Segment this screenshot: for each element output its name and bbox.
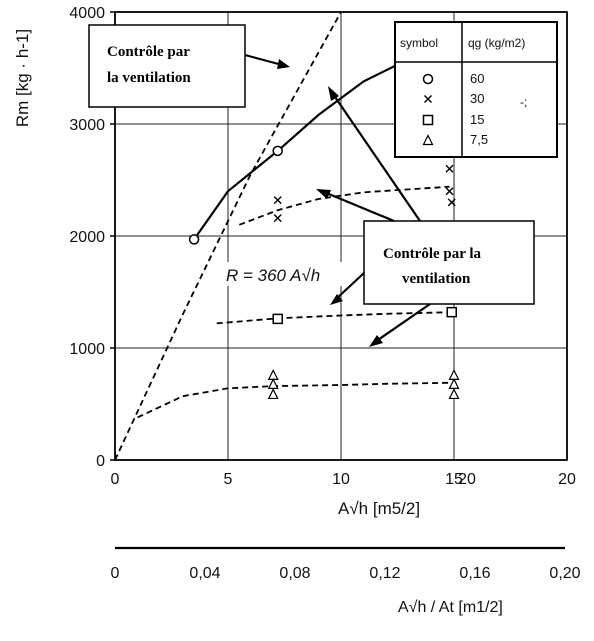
secondary-x-tick-label: 0 — [111, 565, 120, 582]
legend: symbol qg (kg/m2) 60 30 15 7,5 -; — [394, 21, 558, 158]
y-tick-label: 4000 — [69, 5, 105, 22]
legend-label: 60 — [470, 71, 484, 86]
data-point-cross — [447, 198, 456, 207]
data-point-cross-stroke — [445, 187, 454, 196]
data-point-triangle — [448, 388, 460, 400]
x-tick-label: 20 — [558, 471, 576, 488]
legend-label: 15 — [470, 112, 484, 127]
data-point-cross — [445, 164, 454, 173]
legend-header-value: qg (kg/m2) — [468, 36, 525, 50]
callout-arrowhead-4 — [369, 335, 383, 347]
callout-mid-line2: ventilation — [402, 271, 471, 287]
callout-arrowheads — [316, 86, 383, 347]
secondary-x-tick-label: 0,12 — [369, 565, 400, 582]
callout-top: Contrôle par la ventilation — [88, 24, 290, 108]
x-tick-label: 15 — [445, 471, 463, 488]
callout-top-box — [88, 24, 246, 108]
callout-top-arrowhead — [277, 59, 290, 69]
y-axis-title: Rm [kg · h-1] — [13, 29, 32, 127]
callout-top-line2: la ventilation — [107, 70, 191, 86]
legend-label: 30 — [470, 91, 484, 106]
legend-box — [394, 21, 558, 158]
legend-rows: 60 30 15 7,5 — [422, 71, 488, 147]
callout-mid-line1: Contrôle par la — [383, 246, 482, 262]
data-point-cross-stroke — [273, 196, 282, 205]
fit-curve — [193, 37, 450, 241]
legend-label: 7,5 — [470, 132, 488, 147]
x-tick-label: 20 — [458, 471, 476, 488]
data-point-triangle — [267, 388, 279, 400]
callout-arrowhead-2 — [316, 189, 331, 199]
secondary-x-axis-title: A√h / At [m1/2] — [398, 599, 503, 616]
secondary-x-tick-label: 0,08 — [279, 565, 310, 582]
y-tick-label: 0 — [96, 453, 105, 470]
x-tick-label: 10 — [332, 471, 350, 488]
y-tick-label: 2000 — [69, 229, 105, 246]
data-point-square — [272, 313, 283, 325]
line-equation-label: R = 360 A√h — [226, 266, 320, 285]
callout-arrow-1 — [332, 93, 421, 222]
x-axis-title: A√h [m5/2] — [338, 499, 420, 518]
callout-mid-box — [363, 220, 535, 305]
data-point-cross-stroke — [447, 198, 456, 207]
secondary-x-tick-label: 0,20 — [549, 565, 580, 582]
line-label-bg — [218, 262, 366, 286]
data-point-cross — [273, 214, 282, 223]
legend-marker-circle — [422, 73, 434, 85]
x-tick-label: 0 — [111, 471, 120, 488]
data-point-cross — [445, 187, 454, 196]
fit-curve — [238, 185, 450, 226]
fit-curve — [114, 11, 342, 461]
secondary-x-tick-label: 0,04 — [189, 565, 220, 582]
legend-marker-square — [422, 114, 434, 126]
legend-marker-triangle — [422, 134, 434, 146]
data-point-circle — [188, 234, 200, 245]
legend-header-symbol: symbol — [400, 36, 438, 50]
callout-arrow-4 — [374, 303, 431, 343]
callout-top-line1: Contrôle par — [107, 44, 190, 60]
callout-arrowhead-1 — [328, 86, 339, 101]
callout-arrow-3 — [334, 272, 365, 301]
legend-marker-cross — [424, 95, 432, 103]
fit-curve — [216, 311, 452, 325]
callout-arrow-2 — [323, 190, 395, 223]
callout-arrowhead-3 — [330, 294, 343, 305]
data-point-cross-stroke — [445, 164, 454, 173]
data-point-square — [446, 306, 457, 318]
data-point-cross — [273, 196, 282, 205]
y-tick-label: 1000 — [69, 341, 105, 358]
x-tick-label: 5 — [224, 471, 233, 488]
callout-arrows — [323, 93, 431, 343]
callout-mid: Contrôle par la ventilation — [316, 86, 535, 347]
data-point-cross-stroke — [273, 214, 282, 223]
y-tick-label: 3000 — [69, 117, 105, 134]
legend-stray-mark: -; — [520, 95, 527, 109]
data-point-circle — [272, 145, 283, 157]
secondary-x-tick-label: 0,16 — [459, 565, 490, 582]
legend-marker-cross-stroke — [424, 95, 432, 103]
